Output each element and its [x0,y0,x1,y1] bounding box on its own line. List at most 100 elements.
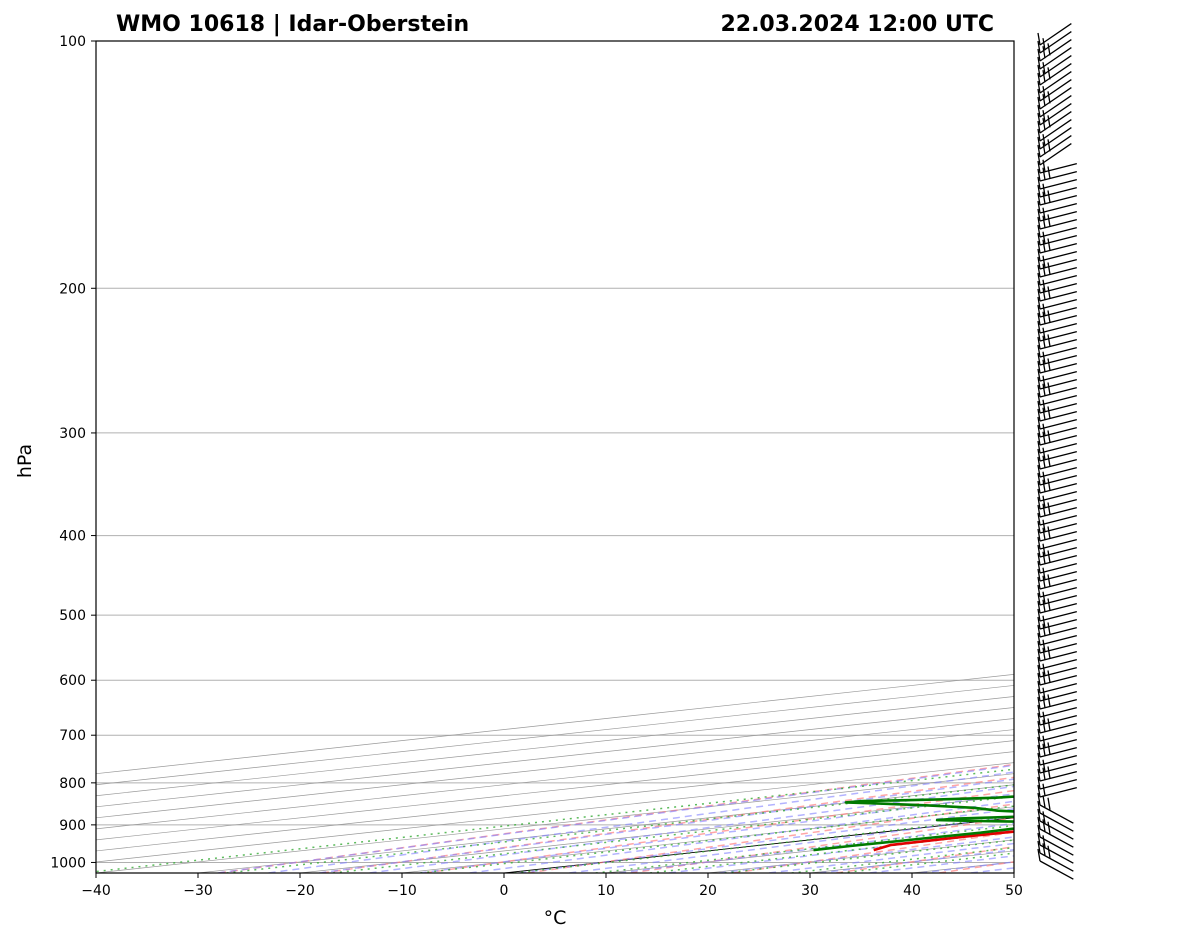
wind-barb-shaft [1039,434,1077,446]
wind-barb [1037,55,1072,78]
wind-barb-shaft [1039,290,1077,302]
wind-barb-flag [1042,383,1046,396]
wind-barb [1037,310,1077,326]
wind-barb-flag [1037,640,1041,654]
wind-barb-flag [1037,472,1041,486]
wind-barb-flag [1037,360,1041,374]
wind-barb-flag [1047,598,1051,611]
wind-barb [1037,471,1077,486]
wind-barb [1037,454,1077,470]
wind-barb-flag [1047,358,1051,371]
wind-barb-flag [1042,575,1046,588]
wind-barb-shaft [1039,474,1077,486]
wind-barb [1037,159,1077,174]
chart-title-right: 22.03.2024 12:00 UTC [720,12,994,37]
wind-barb [1037,663,1077,678]
wind-barb-shaft [1039,828,1074,848]
wind-barb-shaft [1039,23,1072,46]
wind-barb-flag [1037,80,1041,94]
wind-barb-flag [1037,48,1041,62]
wind-barb-flag [1037,424,1041,438]
wind-barb-flag [1042,819,1046,832]
wind-barb-flag [1042,70,1046,83]
wind-barb-shaft [1039,722,1077,734]
wind-barb-shaft [1039,202,1077,214]
wind-barb-flag [1037,64,1041,78]
y-tick-label: 1000 [50,855,86,871]
wind-barb-flag [1037,72,1041,86]
y-axis-label: hPa [14,444,36,478]
wind-barb-flag [1047,310,1051,323]
wind-barb-flag [1037,816,1041,830]
wind-barb [1037,200,1077,214]
wind-barb-flag [1037,832,1041,846]
x-tick-label: 10 [597,883,615,899]
moist-adiabat [469,800,1014,873]
isotherm [96,707,1014,808]
wind-barb-shaft [1039,378,1077,390]
wind-barb-shaft [1039,594,1077,606]
x-tick-label: −40 [81,883,111,899]
wind-barb [1037,502,1077,518]
y-tick-label: 300 [59,426,86,442]
wind-barb-flag [1047,574,1051,587]
wind-barb-shaft [1039,266,1077,278]
wind-barb-flag [1042,239,1046,252]
wind-barb-flag [1037,728,1041,742]
wind-barb-flag [1047,166,1051,179]
wind-barb [1037,127,1072,150]
mixing-ratio-line [96,768,1014,873]
wind-barb-shaft [1039,386,1077,398]
wind-barb-flag [1047,550,1051,563]
wind-barb-flag [1037,464,1041,478]
wind-barb [1037,840,1074,872]
wind-barb-flag [1037,848,1041,862]
wind-barb-shaft [1039,450,1077,462]
wind-barb [1037,694,1077,710]
y-tick-label: 700 [59,728,86,744]
wind-barb [1037,759,1077,774]
x-tick-label: 50 [1005,883,1023,899]
wind-barb-flag [1037,152,1041,166]
wind-barb [1037,543,1077,558]
wind-barb-flag [1042,207,1046,220]
wind-barb-flag [1037,512,1041,526]
wind-barb-shaft [1039,210,1077,222]
wind-barb [1037,272,1077,286]
wind-barb [1037,567,1077,582]
wind-barb [1037,848,1074,880]
wind-barb-flag [1042,519,1046,532]
y-tick-label: 900 [59,818,86,834]
wind-barb-flag [1042,671,1046,684]
wind-barb-flag [1042,647,1046,660]
wind-barb [1037,680,1077,694]
wind-barb-flag [1037,256,1041,270]
wind-barb-flag [1042,46,1046,59]
wind-barb-flag [1037,760,1041,774]
wind-barb [1037,23,1072,46]
wind-barb [1037,406,1077,422]
wind-barb [1037,783,1077,798]
wind-barb-flag [1047,382,1051,395]
wind-barb-flag [1037,496,1041,510]
dewpoint-profile [813,795,1014,852]
wind-barb-flag [1047,454,1051,467]
wind-barb-shaft [1039,218,1077,230]
wind-barb-flag [1047,238,1051,251]
wind-barb-flag [1037,592,1041,606]
wind-barb [1037,255,1077,270]
wind-barb [1037,358,1077,374]
wind-barb-flag [1047,334,1051,347]
wind-barb [1037,728,1077,742]
isotherm [96,685,1014,786]
x-tick-label: 20 [699,883,717,899]
background-lines [96,41,1014,873]
moist-adiabat [319,778,1014,873]
wind-barb-flag [1037,792,1041,806]
wind-barb-shaft [1039,698,1077,710]
wind-barb [1037,382,1077,398]
wind-barb-flag [1037,488,1041,502]
wind-barb-flag [1037,784,1041,798]
wind-barb-flag [1037,376,1041,390]
